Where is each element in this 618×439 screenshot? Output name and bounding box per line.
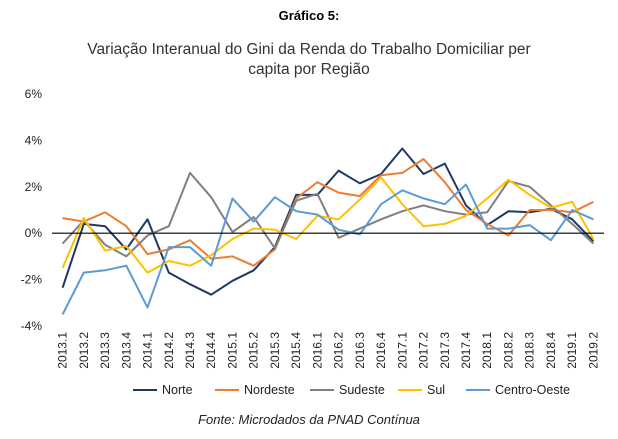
x-tick-label: 2017.3	[438, 332, 452, 369]
x-tick-label: 2019.2	[586, 332, 600, 369]
x-tick-label: 2015.2	[247, 332, 261, 369]
x-tick-label: 2016.4	[374, 332, 388, 369]
x-tick-label: 2015.4	[289, 332, 303, 369]
y-tick-label: -2%	[21, 273, 43, 287]
x-tick-label: 2016.2	[332, 332, 346, 369]
series-line-5	[61, 183, 594, 315]
x-tick-label: 2017.4	[459, 332, 473, 369]
x-tick-label: 2018.2	[501, 332, 515, 369]
y-tick-label: 0%	[25, 226, 43, 240]
x-tick-label: 2016.3	[353, 332, 367, 369]
x-tick-label: 2013.2	[77, 332, 91, 369]
x-tick-label: 2016.1	[310, 332, 324, 369]
x-tick-label: 2015.3	[268, 332, 282, 369]
y-tick-label: 2%	[25, 180, 43, 194]
x-tick-label: 2013.4	[119, 332, 133, 369]
chart-title: Variação Interanual do Gini da Renda do …	[0, 40, 618, 80]
series-line-1	[61, 147, 595, 296]
legend-label-1: Norte	[162, 383, 193, 397]
x-tick-label: 2013.3	[98, 332, 112, 369]
chart-source: Fonte: Microdados da PNAD Contínua	[198, 412, 420, 427]
legend-label-5: Centro-Oeste	[495, 383, 570, 397]
y-tick-label: 4%	[25, 133, 43, 147]
chart-title-line-1: Variação Interanual do Gini da Renda do …	[87, 41, 531, 58]
chart-title-line-2: capita por Região	[248, 61, 370, 78]
y-tick-label: -4%	[21, 319, 43, 333]
x-tick-label: 2013.1	[56, 332, 70, 369]
legend-label-3: Sudeste	[339, 383, 385, 397]
x-tick-label: 2014.1	[141, 332, 155, 369]
x-tick-label: 2017.2	[417, 332, 431, 369]
x-tick-label: 2015.1	[225, 332, 239, 369]
x-tick-label: 2014.4	[204, 332, 218, 369]
y-tick-label: 6%	[25, 87, 43, 101]
series-line-3	[61, 171, 595, 258]
x-tick-label: 2019.1	[565, 332, 579, 369]
x-tick-label: 2017.1	[395, 332, 409, 369]
x-tick-label: 2018.1	[480, 332, 494, 369]
x-tick-label: 2014.2	[162, 332, 176, 369]
x-tick-label: 2014.3	[183, 332, 197, 369]
legend-label-2: Nordeste	[244, 383, 295, 397]
legend-label-4: Sul	[427, 383, 445, 397]
chart-label: Gráfico 5:	[278, 8, 340, 23]
series-line-4	[61, 176, 595, 274]
x-tick-label: 2018.4	[544, 332, 558, 369]
x-tick-label: 2018.3	[523, 332, 537, 369]
